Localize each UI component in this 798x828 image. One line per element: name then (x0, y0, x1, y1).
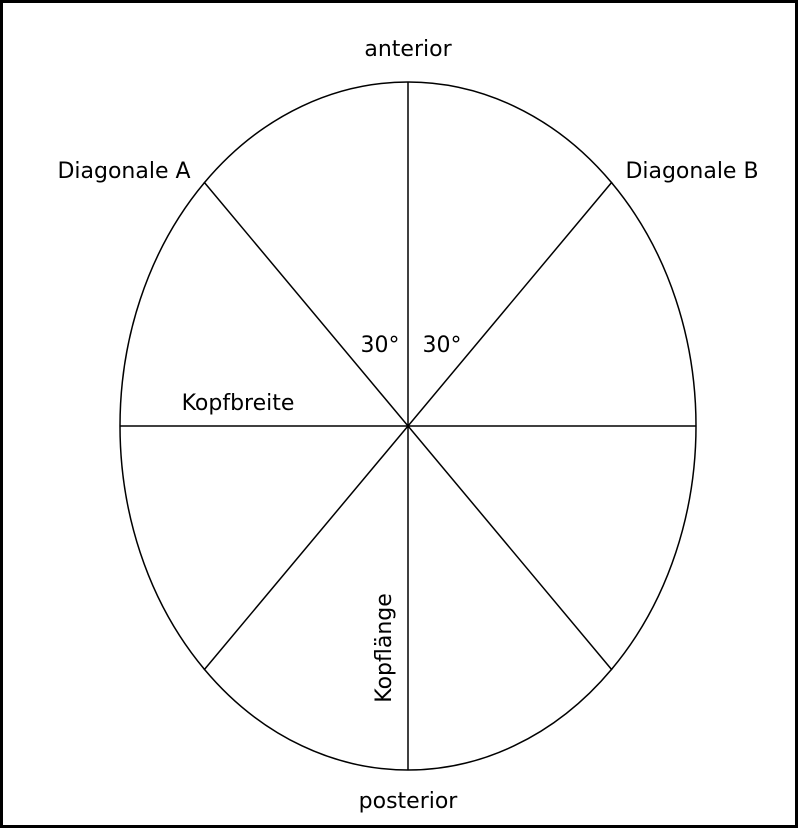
posterior-label: posterior (359, 789, 459, 814)
width-label: Kopfbreite (182, 391, 295, 416)
diagonal-b-label: Diagonale B (625, 159, 758, 184)
anterior-label: anterior (364, 37, 452, 62)
diagonal-a-label: Diagonale A (57, 159, 190, 184)
angle-label: 30° (423, 333, 462, 358)
length-label: Kopflänge (372, 593, 397, 703)
diagonal-b-line (203, 181, 613, 671)
angle-label: 30° (361, 333, 400, 358)
